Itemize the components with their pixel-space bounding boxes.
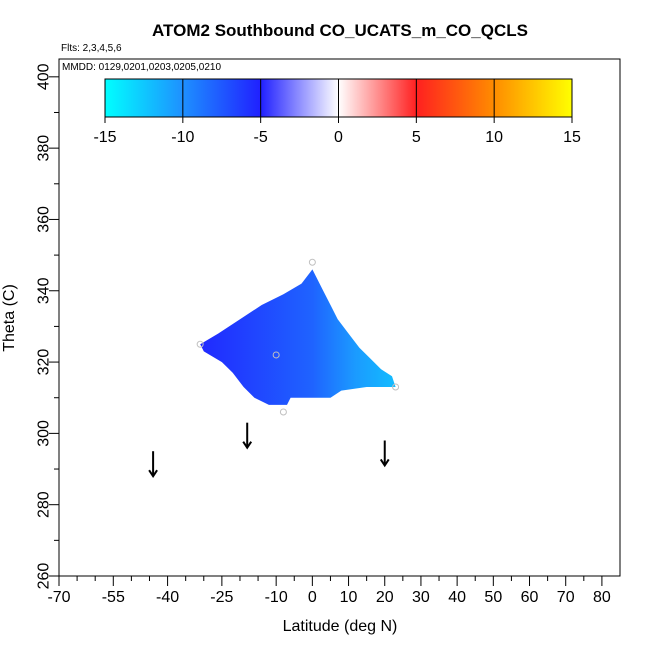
colorbar-tick-label: 5 [412,129,421,146]
colorbar-tick-label: 10 [485,129,503,146]
flight-point-marker [308,258,316,266]
dates-note: MMDD: 0129,0201,0203,0205,0210 [62,62,221,73]
colorbar-tick-label: -15 [93,129,116,146]
flight-point-marker [392,383,400,391]
x-tick-label: 0 [308,589,317,606]
heatmap-field [200,269,396,405]
y-tick-label: 260 [36,563,53,590]
x-tick-label: 70 [557,589,575,606]
y-tick-label: 300 [36,420,53,447]
down-arrow [379,440,390,468]
down-arrow [148,451,158,478]
colorbar-tick-label: 15 [563,129,581,146]
plot-frame [58,58,621,577]
x-tick-label: 20 [376,589,394,606]
y-tick-label: 320 [36,349,53,376]
x-tick-label: -40 [156,589,179,606]
colorbar-tick-label: -10 [171,129,194,146]
y-axis: 260 280 300 320 340 360 380 400 [36,63,59,590]
x-tick-label: 50 [484,589,502,606]
x-tick-label: 40 [448,589,466,606]
wind-arrows [148,422,390,478]
x-axis-label: Latitude (deg N) [283,618,398,635]
y-tick-label: 280 [36,491,53,518]
x-tick-label: 60 [521,589,539,606]
flight-point-marker [196,340,204,348]
y-tick-label: 340 [36,277,53,304]
x-tick-label: 10 [340,589,358,606]
colorbar-tick-label: 0 [334,129,343,146]
y-tick-label: 360 [36,206,53,233]
flight-point-marker [272,351,280,359]
chart-title: ATOM2 Southbound CO_UCATS_m_CO_QCLS [152,21,528,40]
colorbar-tick-label: -5 [254,129,268,146]
x-tick-label: 80 [593,589,611,606]
x-axis: -70 -55 -40 -25 -10 0 10 20 30 40 50 60 70 80 [47,576,611,606]
y-axis-label: Theta (C) [1,284,18,352]
y-tick-label: 380 [36,135,53,162]
x-tick-label: -70 [47,589,70,606]
down-arrow [242,422,253,450]
x-tick-label: 30 [412,589,430,606]
x-tick-label: -10 [265,589,288,606]
colorbar: -15 -10 -5 0 5 10 15 [93,78,581,146]
x-tick-label: -55 [102,589,125,606]
flight-point-marker [279,408,287,416]
flights-note: Flts: 2,3,4,5,6 [61,43,122,54]
flight-points [196,258,400,416]
heatmap-region [200,269,396,405]
x-tick-label: -25 [210,589,233,606]
y-tick-label: 400 [36,63,53,90]
